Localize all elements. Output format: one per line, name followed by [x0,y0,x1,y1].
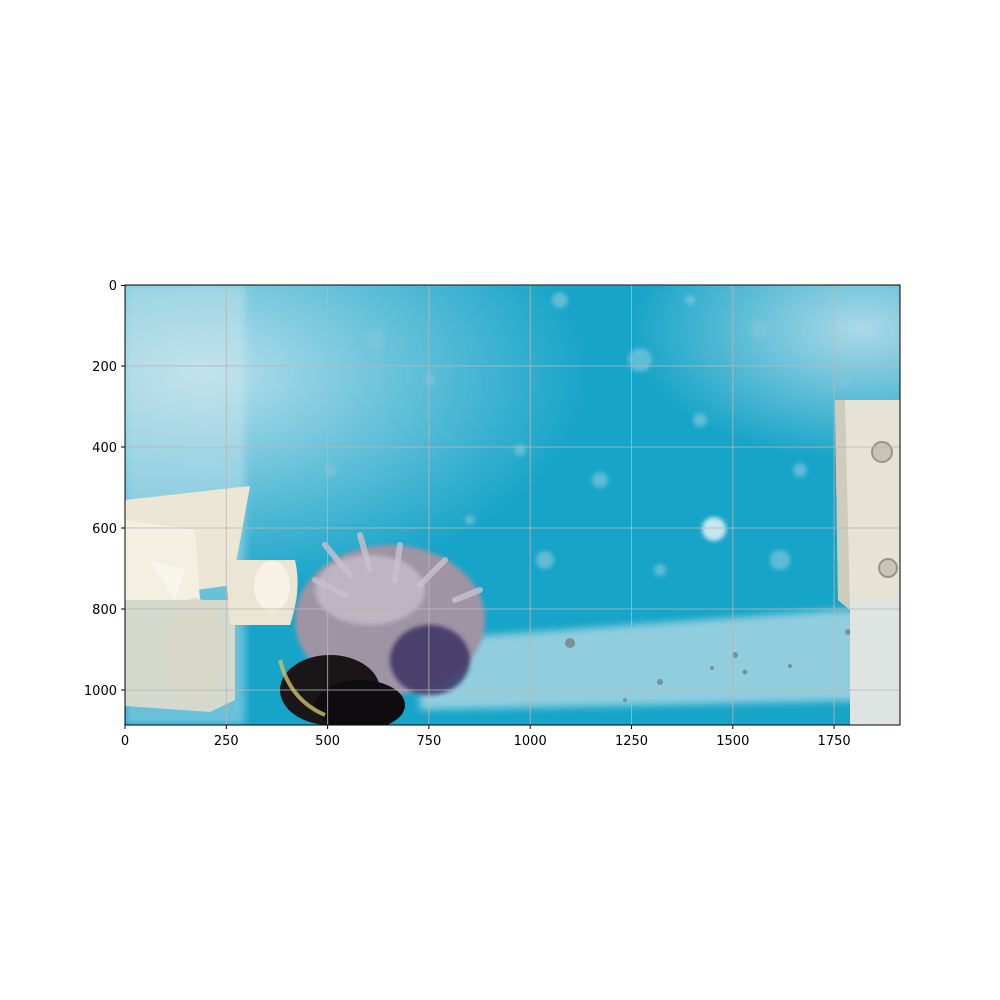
x-tick-label: 1000 [514,734,547,749]
x-tick-label: 0 [121,734,129,749]
floor-debris [565,629,851,702]
screw-icon [878,558,898,578]
x-tick-label: 750 [416,734,441,749]
y-tick-label: 600 [92,522,117,537]
axes-frame [124,284,901,726]
x-tick-label: 1750 [818,734,851,749]
y-tick-label: 200 [92,360,117,375]
y-tick-label: 800 [92,603,117,618]
y-tick-labels: 0 200 400 600 800 1000 [84,279,117,699]
y-tick-label: 400 [92,441,117,456]
x-tick-label: 250 [214,734,239,749]
y-tick-marks [121,285,125,691]
white-blob [702,517,726,541]
x-tick-marks [124,725,835,729]
right-bracket [835,400,900,725]
photo [125,285,900,725]
x-tick-label: 1500 [716,734,749,749]
screw-icon [871,441,893,463]
tank-floor [420,610,900,710]
x-tick-labels: 0 250 500 750 1000 1250 1500 1750 [121,734,851,749]
y-tick-label: 1000 [84,684,117,699]
left-pipes [125,486,298,712]
y-tick-label: 0 [109,279,117,294]
x-tick-label: 1250 [615,734,648,749]
x-tick-label: 500 [315,734,340,749]
